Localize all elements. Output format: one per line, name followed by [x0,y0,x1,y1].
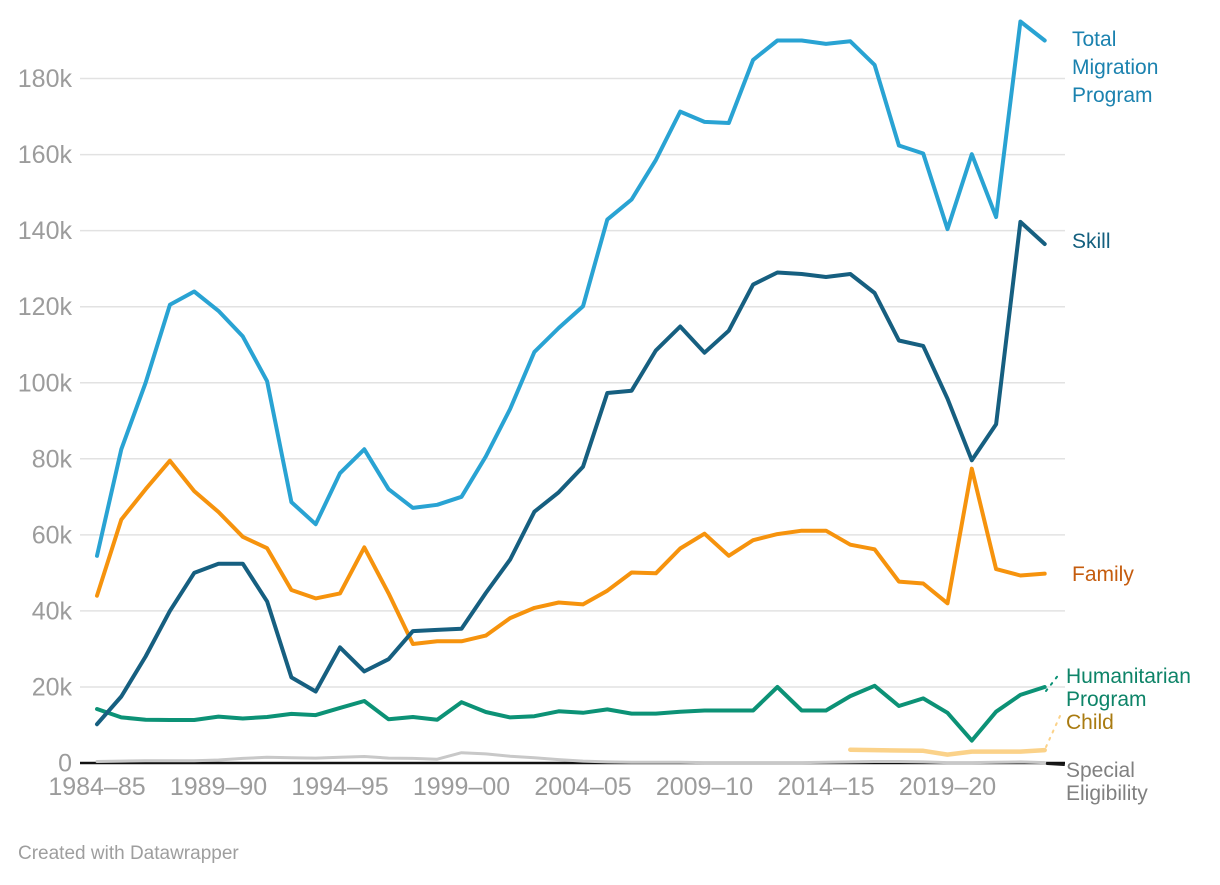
y-axis-tick-60k: 60k [32,521,73,549]
series-label-leader-special [1046,763,1065,766]
series-label-family: Family [1072,563,1134,586]
x-axis-tick-1999–00: 1999–00 [413,773,510,801]
y-axis-tick-40k: 40k [32,597,73,625]
y-axis-tick-20k: 20k [32,673,73,701]
series-line-skill [95,219,1047,727]
y-axis-tick-160k: 160k [18,141,73,169]
y-axis-tick-0: 0 [58,750,72,778]
series-line-family [95,458,1047,646]
y-axis-tick-100k: 100k [18,369,73,397]
y-axis-tick-180k: 180k [18,65,73,93]
x-axis-tick-2009–10: 2009–10 [656,773,753,801]
series-line-child [848,747,1047,757]
x-axis-tick-1994–95: 1994–95 [291,773,388,801]
y-axis-tick-80k: 80k [32,445,73,473]
datawrapper-attribution: Created with Datawrapper [18,843,239,864]
x-axis-tick-1984–85: 1984–85 [48,773,145,801]
series-label-total: Total Migration Program [1072,28,1158,107]
series-line-special [95,751,1047,765]
series-label-leader-child [1045,715,1061,748]
series-line-humanitarian [95,683,1047,743]
x-axis-tick-2014–15: 2014–15 [777,773,874,801]
series-line-total [95,19,1047,558]
x-axis-tick-2019–20: 2019–20 [899,773,996,801]
series-label-humanitarian: Humanitarian Program [1066,665,1191,711]
x-axis-tick-2004–05: 2004–05 [534,773,631,801]
series-label-special: Special Eligibility [1066,759,1148,805]
y-axis-tick-140k: 140k [18,217,73,245]
series-label-skill: Skill [1072,230,1111,253]
y-axis-tick-120k: 120k [18,293,73,321]
x-axis-tick-1989–90: 1989–90 [170,773,267,801]
series-label-leader-humanitarian [1045,672,1061,692]
series-label-child: Child [1066,711,1114,734]
